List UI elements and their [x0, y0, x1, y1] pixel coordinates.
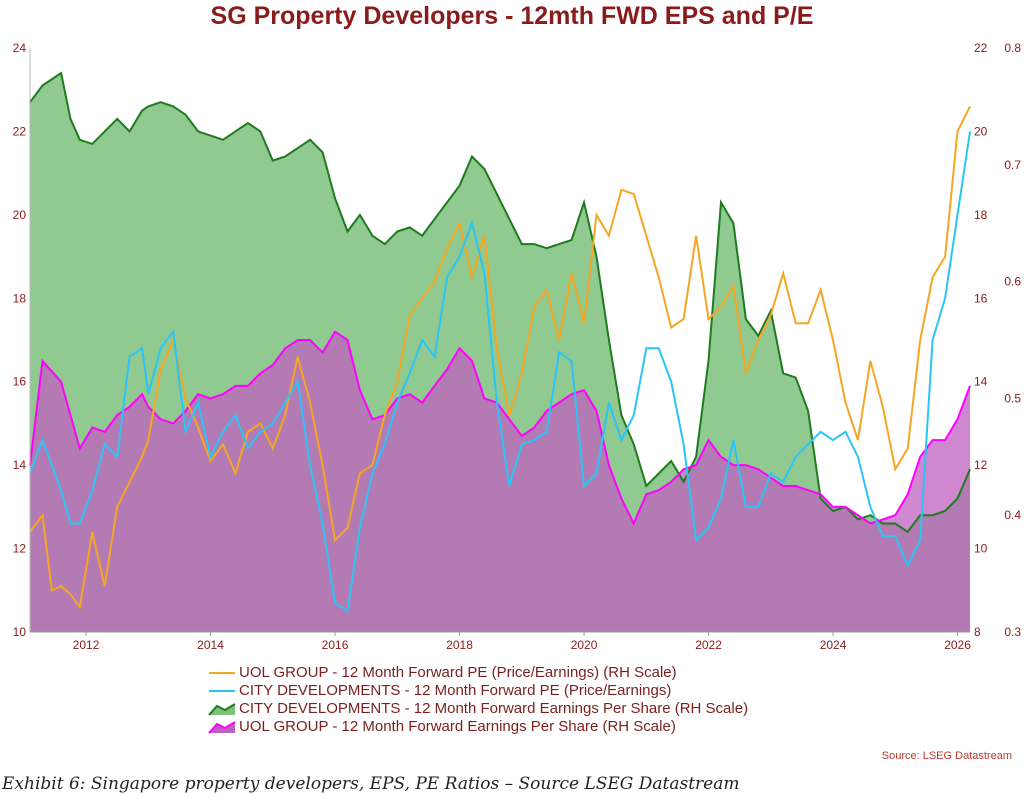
right-axis-pe-tick-label: 8 — [974, 625, 981, 639]
left-axis-tick-label: 22 — [13, 124, 27, 138]
eps-area-fill — [30, 331, 970, 632]
right-axis-pe-tick-label: 12 — [974, 458, 988, 472]
right-axis-eps-tick-label: 0.4 — [1004, 508, 1021, 522]
x-axis-tick-label: 2018 — [446, 638, 473, 652]
left-axis-tick-label: 14 — [13, 458, 27, 472]
chart-title: SG Property Developers - 12mth FWD EPS a… — [210, 2, 814, 30]
exhibit-caption: Exhibit 6: Singapore property developers… — [2, 774, 740, 794]
right-axis-pe-tick-label: 14 — [974, 375, 988, 389]
left-axis-tick-label: 24 — [13, 41, 27, 55]
legend-item-uol-pe: UOL GROUP - 12 Month Forward PE (Price/E… — [207, 664, 748, 682]
legend: UOL GROUP - 12 Month Forward PE (Price/E… — [207, 664, 748, 736]
x-axis-tick-label: 2022 — [695, 638, 722, 652]
legend-label: UOL GROUP - 12 Month Forward Earnings Pe… — [239, 718, 676, 735]
right-axis-pe-tick-label: 10 — [974, 542, 988, 556]
legend-label: CITY DEVELOPMENTS - 12 Month Forward PE … — [239, 682, 672, 699]
x-axis-tick-label: 2020 — [571, 638, 598, 652]
pe-series-line — [29, 131, 971, 613]
legend-line-swatch — [207, 665, 237, 681]
x-axis-tick-label: 2024 — [820, 638, 847, 652]
legend-label: UOL GROUP - 12 Month Forward PE (Price/E… — [239, 664, 677, 681]
x-axis-tick-label: 2016 — [322, 638, 349, 652]
left-axis-tick-label: 10 — [13, 625, 27, 639]
source-note: Source: LSEG Datastream — [881, 750, 1012, 762]
right-axis-eps-tick-label: 0.6 — [1004, 275, 1021, 289]
right-axis-pe-tick-label: 18 — [974, 208, 988, 222]
legend-item-uol-eps: UOL GROUP - 12 Month Forward Earnings Pe… — [207, 718, 748, 736]
legend-item-cdl-eps: CITY DEVELOPMENTS - 12 Month Forward Ear… — [207, 700, 748, 718]
left-axis-tick-label: 16 — [13, 375, 27, 389]
left-axis-tick-label: 12 — [13, 542, 27, 556]
x-axis-tick-label: 2026 — [944, 638, 971, 652]
left-axis-tick-label: 20 — [13, 208, 27, 222]
left-axis-tick-label: 18 — [13, 291, 27, 305]
right-axis-pe-tick-label: 16 — [974, 291, 988, 305]
legend-item-cdl-pe: CITY DEVELOPMENTS - 12 Month Forward PE … — [207, 682, 748, 700]
right-axis-eps-tick-label: 0.7 — [1004, 158, 1021, 172]
legend-area-swatch — [207, 701, 237, 717]
legend-line-swatch — [207, 683, 237, 699]
legend-label: CITY DEVELOPMENTS - 12 Month Forward Ear… — [239, 700, 749, 717]
right-axis-eps-tick-label: 0.5 — [1004, 391, 1021, 405]
x-axis-tick-label: 2012 — [73, 638, 100, 652]
x-axis-tick-label: 2014 — [197, 638, 224, 652]
right-axis-eps-tick-label: 0.8 — [1004, 41, 1021, 55]
legend-area-swatch — [207, 719, 237, 735]
right-axis-eps-tick-label: 0.3 — [1004, 625, 1021, 639]
pe-series-line — [29, 105, 971, 610]
right-axis-pe-tick-label: 22 — [974, 41, 988, 55]
right-axis-pe-tick-label: 20 — [974, 124, 988, 138]
